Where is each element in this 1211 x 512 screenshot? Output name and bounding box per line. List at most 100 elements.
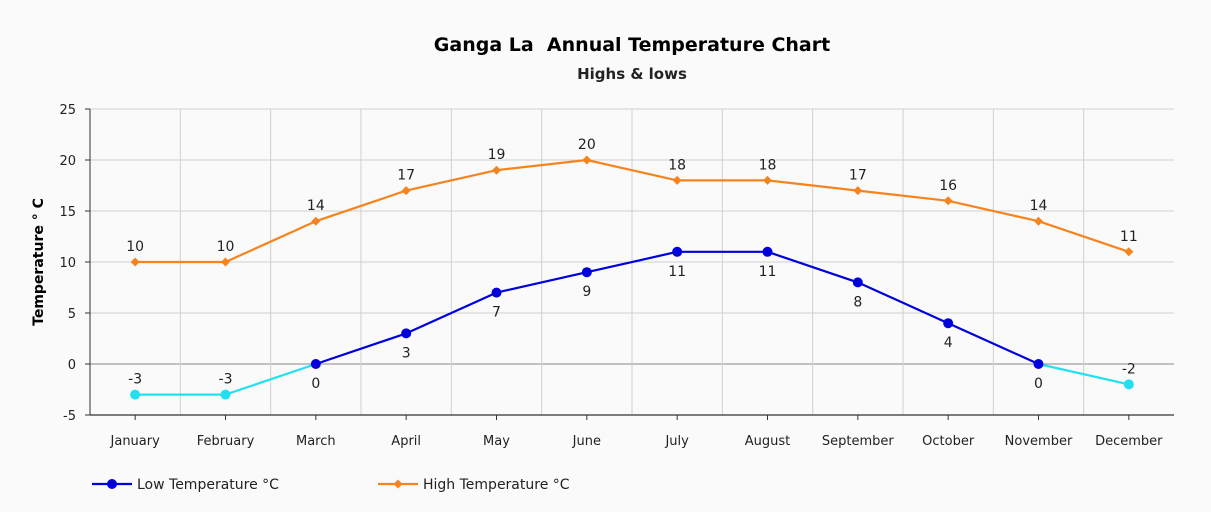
series-line-segment (1037, 220, 1130, 253)
series-line-segment (405, 169, 498, 192)
series-line-segment (314, 332, 408, 366)
series-low: -3 -3 0 3 7 9 11 11 8 4 0 -2 (128, 246, 1136, 400)
data-point[interactable] (1123, 379, 1134, 390)
data-label: 7 (492, 305, 501, 321)
legend[interactable]: Low Temperature °C High Temperature °C (92, 477, 570, 493)
data-point[interactable] (672, 246, 683, 257)
data-label: 11 (759, 264, 777, 280)
x-tick-label: September (822, 434, 895, 449)
data-label: 9 (582, 284, 591, 300)
data-label: 18 (668, 157, 686, 173)
series-line-segment (585, 158, 679, 182)
data-point[interactable] (672, 175, 682, 185)
data-point[interactable] (582, 155, 592, 165)
legend-item-low[interactable]: Low Temperature °C (92, 477, 279, 493)
series-line-segment (314, 189, 408, 223)
series-line-segment (495, 271, 588, 294)
data-label: -2 (1122, 361, 1136, 377)
series-line-segment (585, 250, 679, 274)
data-point[interactable] (492, 165, 501, 175)
y-tick-label: 10 (59, 256, 76, 271)
y-axis-ticks: -5 0 5 10 15 20 25 (59, 103, 90, 424)
data-label: 20 (578, 137, 596, 153)
legend-marker (107, 479, 117, 489)
data-point[interactable] (221, 257, 230, 267)
data-label: 10 (126, 239, 144, 255)
legend-marker (393, 479, 403, 489)
legend-label: High Temperature °C (423, 477, 570, 493)
data-point[interactable] (311, 216, 321, 226)
x-tick-label: April (391, 434, 421, 449)
series-line-segment (947, 322, 1040, 366)
data-point[interactable] (762, 246, 773, 257)
y-tick-label: 0 (68, 358, 76, 373)
data-point[interactable] (1124, 247, 1134, 257)
x-tick-label: May (483, 434, 510, 449)
data-point[interactable] (220, 389, 231, 400)
chart-subtitle: Highs & lows (577, 65, 687, 83)
data-point[interactable] (943, 318, 954, 329)
data-label: 17 (397, 168, 415, 184)
series-line-segment (495, 158, 588, 172)
y-axis-label: Temperature ° C (31, 198, 47, 326)
data-label: 0 (1034, 376, 1043, 392)
data-point[interactable] (310, 359, 321, 369)
x-tick-label: December (1095, 434, 1163, 449)
data-point[interactable] (1034, 216, 1043, 226)
series-line-segment (405, 291, 498, 335)
data-label: 0 (311, 376, 320, 392)
x-axis-ticks: January February March April May June July Augu… (110, 415, 1163, 449)
x-tick-label: October (922, 434, 975, 449)
data-point[interactable] (130, 257, 140, 267)
series-high: 10 10 14 17 19 20 18 18 17 16 14 11 (126, 137, 1138, 267)
data-label: 8 (853, 294, 862, 310)
legend-item-high[interactable]: High Temperature °C (378, 477, 570, 493)
x-tick-label: March (296, 434, 336, 449)
data-label: 18 (759, 157, 777, 173)
data-label: 11 (668, 264, 686, 280)
x-tick-label: August (745, 434, 791, 449)
data-point[interactable] (401, 186, 411, 196)
data-label: 16 (939, 178, 957, 194)
series-line-segment (856, 189, 950, 202)
series-line-segment (947, 199, 1040, 223)
data-label: 14 (307, 198, 325, 214)
x-tick-label: February (197, 434, 255, 449)
data-point[interactable] (852, 277, 863, 288)
series-line-segment (856, 281, 950, 325)
y-tick-label: 25 (59, 103, 76, 118)
data-label: 11 (1120, 229, 1138, 245)
data-point[interactable] (853, 186, 863, 196)
series-line-segment (224, 362, 317, 396)
x-tick-label: November (1005, 434, 1073, 449)
x-tick-label: January (110, 434, 161, 449)
x-tick-label: June (572, 434, 601, 449)
series-line-segment (1037, 362, 1130, 386)
data-label: -3 (128, 372, 142, 388)
data-label: 10 (217, 239, 235, 255)
legend-label: Low Temperature °C (137, 477, 279, 493)
data-point[interactable] (1033, 359, 1044, 369)
data-label: -3 (219, 372, 233, 388)
data-point[interactable] (491, 287, 502, 298)
data-label: 4 (944, 335, 953, 351)
series-line-segment (224, 220, 317, 264)
data-label: 14 (1030, 198, 1048, 214)
series-line-segment (766, 250, 859, 284)
data-label: 19 (488, 147, 506, 163)
data-point[interactable] (581, 267, 592, 278)
chart-title: Ganga La Annual Temperature Chart (434, 34, 830, 56)
y-tick-label: 20 (59, 154, 76, 169)
data-point[interactable] (943, 196, 953, 206)
y-tick-label: 5 (68, 307, 76, 322)
data-label: 17 (849, 168, 867, 184)
data-label: 3 (402, 345, 411, 361)
data-point[interactable] (401, 328, 412, 339)
data-point[interactable] (130, 389, 141, 400)
y-tick-label: 15 (59, 205, 76, 220)
x-tick-label: July (664, 434, 689, 449)
data-point[interactable] (763, 175, 772, 185)
